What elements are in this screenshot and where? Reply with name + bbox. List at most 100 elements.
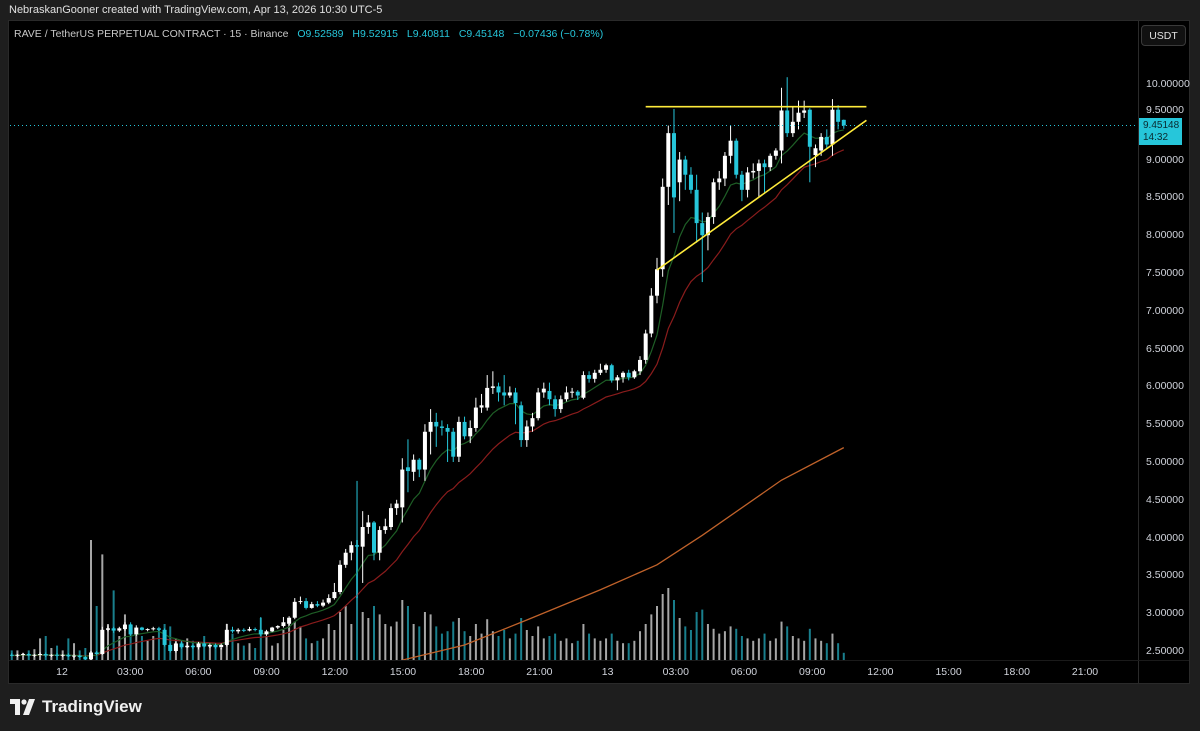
- candle-up: [377, 530, 382, 553]
- candle-up: [196, 643, 201, 648]
- candle-down: [213, 644, 218, 648]
- volume-bar: [44, 636, 47, 660]
- candle-down: [739, 174, 744, 190]
- change-value: −0.07436 (−0.78%): [513, 28, 604, 40]
- candle-up: [745, 172, 750, 190]
- volume-bar: [242, 645, 245, 660]
- candle-up: [219, 644, 224, 648]
- candle-down: [502, 392, 507, 396]
- volume-bar: [208, 645, 211, 660]
- open-value: O9.52589: [297, 28, 344, 40]
- volume-bar: [373, 606, 375, 660]
- candle-up: [615, 377, 620, 381]
- volume-bar: [418, 626, 421, 660]
- volume-bar: [214, 643, 217, 660]
- time-tick-label: 06:00: [185, 666, 212, 678]
- candle-down: [253, 629, 258, 631]
- candle-up: [60, 654, 65, 656]
- volume-bar: [616, 640, 619, 660]
- candle-up: [117, 628, 122, 631]
- candle-up: [338, 564, 343, 593]
- volume-bar: [565, 638, 568, 660]
- candle-up: [655, 269, 659, 296]
- candle-up: [349, 545, 354, 553]
- candle-up: [332, 592, 337, 599]
- volume-bar: [157, 630, 160, 660]
- candle-up: [802, 110, 807, 113]
- volume-bar: [599, 640, 602, 660]
- candle-down: [700, 223, 705, 236]
- time-tick-label: 03:00: [662, 666, 689, 678]
- candle-down: [139, 627, 144, 630]
- candle-up: [813, 148, 818, 156]
- candle-up: [247, 629, 252, 631]
- candle-up: [660, 186, 665, 270]
- time-tick-label: 12:00: [867, 666, 894, 678]
- time-tick-label: 12: [56, 666, 68, 678]
- candle-up: [151, 628, 156, 630]
- candle-down: [671, 133, 676, 198]
- time-tick-label: 06:00: [730, 666, 758, 678]
- price-tick-label: 5.50000: [1146, 418, 1184, 431]
- candle-down: [304, 601, 309, 608]
- candle-up: [796, 112, 801, 122]
- time-tick-label: 21:00: [526, 666, 553, 678]
- candle-up: [275, 626, 280, 628]
- volume-bar: [780, 621, 783, 660]
- volume-bar: [791, 636, 794, 660]
- time-axis-separator: [9, 660, 1189, 661]
- volume-bar: [316, 640, 319, 660]
- volume-bar: [786, 626, 789, 660]
- volume-bar: [661, 594, 664, 660]
- candle-down: [824, 136, 829, 145]
- volume-bar: [695, 612, 698, 660]
- chart-panel[interactable]: [8, 20, 1190, 684]
- volume-bar: [39, 638, 42, 660]
- candle-up: [185, 645, 190, 648]
- volume-bar: [548, 636, 551, 660]
- volume-bar: [537, 626, 540, 660]
- candle-up: [773, 150, 778, 156]
- candle-up: [173, 643, 178, 651]
- symbol-title[interactable]: RAVE / TetherUS PERPETUAL CONTRACT · 15 …: [14, 28, 289, 40]
- volume-bar: [729, 626, 732, 660]
- candle-down: [734, 140, 739, 175]
- volume-bar: [497, 636, 500, 660]
- volume-bar: [639, 631, 642, 660]
- price-tick-label: 4.50000: [1146, 493, 1184, 506]
- price-chart[interactable]: [10, 22, 1138, 660]
- currency-button[interactable]: USDT: [1141, 25, 1186, 46]
- brand-name: TradingView: [42, 697, 142, 716]
- volume-bar: [610, 633, 613, 660]
- volume-bar: [457, 618, 460, 660]
- candle-down: [451, 431, 456, 457]
- price-tick-label: 5.00000: [1146, 456, 1184, 468]
- volume-bar: [582, 624, 585, 660]
- candle-up: [428, 421, 433, 432]
- candle-up: [819, 136, 824, 151]
- volume-bar: [237, 643, 240, 660]
- volume-bar: [797, 638, 800, 660]
- volume-bar: [520, 618, 523, 660]
- candle-up: [728, 140, 733, 156]
- candle-up: [790, 121, 795, 134]
- tradingview-logo[interactable]: TradingView: [10, 697, 142, 717]
- candle-up: [134, 627, 139, 635]
- time-tick-label: 13: [601, 666, 614, 678]
- volume-bar: [571, 643, 574, 660]
- price-tick-label: 9.00000: [1146, 153, 1184, 166]
- volume-bar: [90, 540, 92, 660]
- volume-bar: [56, 645, 59, 660]
- volume-bar: [701, 609, 704, 660]
- candle-up: [598, 369, 603, 373]
- candle-up: [343, 552, 348, 565]
- candle-down: [55, 654, 60, 656]
- volume-bar: [480, 633, 483, 660]
- volume-bar: [429, 614, 432, 660]
- candle-up: [281, 622, 286, 627]
- candle-down: [513, 392, 518, 404]
- volume-bar: [808, 628, 811, 660]
- volume-bar: [248, 643, 251, 660]
- candle-up: [592, 372, 597, 379]
- volume-bar: [186, 638, 189, 660]
